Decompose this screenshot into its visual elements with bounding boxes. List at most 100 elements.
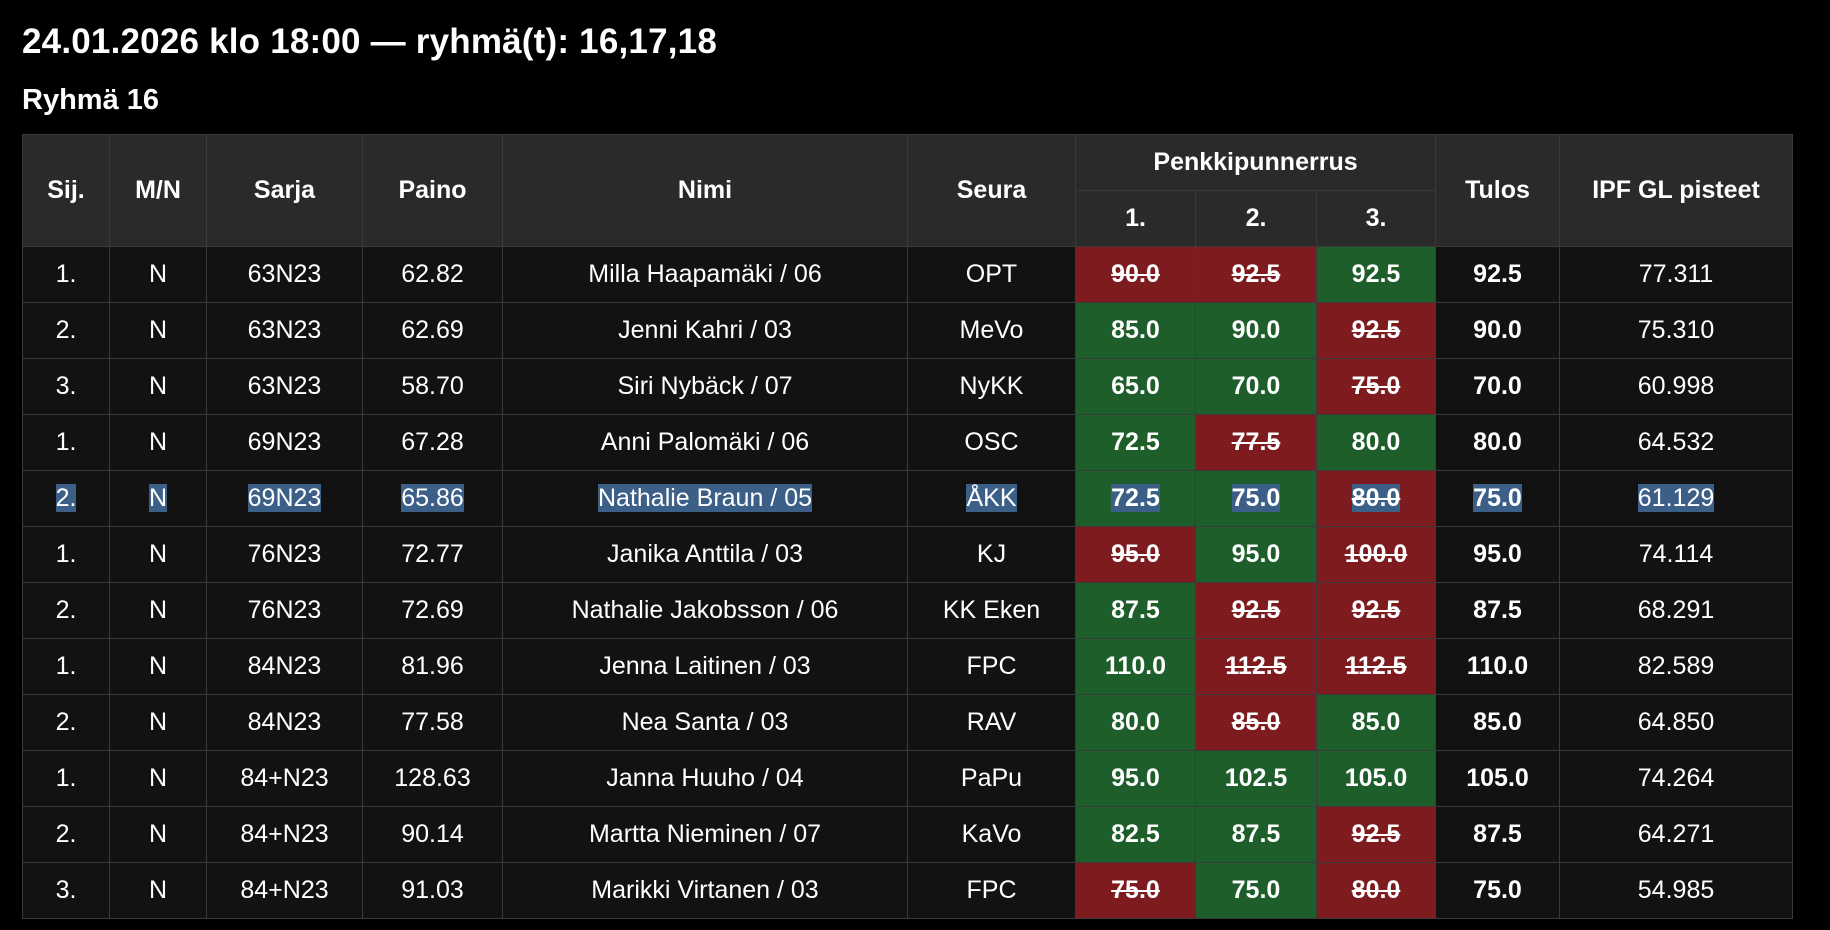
ipf-points-cell-text: 75.310 — [1637, 316, 1715, 344]
rank-cell-text: 2. — [55, 316, 77, 344]
name-cell: Jenni Kahri / 03 — [502, 302, 908, 359]
table-row[interactable]: 1. N 69N23 67.28 Anni Palomäki / 06 OSC 72.5 77… — [22, 414, 1794, 471]
table-row[interactable]: 2. N 63N23 62.69 Jenni Kahri / 03 MeVo 85.0 90.… — [22, 302, 1794, 359]
attempt-3-cell: 92.5 — [1315, 302, 1437, 359]
rank-cell-text: 1. — [55, 540, 77, 568]
header-rank: Sij. — [22, 134, 110, 247]
attempt-2-cell: 90.0 — [1195, 302, 1317, 359]
class-cell-text: 76N23 — [247, 540, 322, 568]
class-cell-text: 84+N23 — [240, 876, 329, 904]
class-cell: 84+N23 — [206, 750, 363, 807]
class-cell: 84N23 — [206, 694, 363, 751]
attempt-2-cell: 85.0 — [1195, 694, 1317, 751]
rank-cell: 2. — [22, 806, 110, 863]
attempt-3-cell-text: 85.0 — [1351, 708, 1401, 736]
table-row[interactable]: 1. N 63N23 62.82 Milla Haapamäki / 06 OPT 90.0… — [22, 246, 1794, 303]
name-cell-text: Jenni Kahri / 03 — [618, 316, 792, 344]
class-cell: 84+N23 — [206, 862, 363, 919]
attempt-2-cell-text: 92.5 — [1231, 260, 1281, 288]
ipf-points-cell: 74.114 — [1559, 526, 1794, 583]
attempt-2-cell-text: 90.0 — [1231, 316, 1281, 344]
attempt-3-cell-text: 80.0 — [1351, 876, 1401, 904]
attempt-2-cell-text: 102.5 — [1224, 764, 1288, 792]
attempt-3-cell: 92.5 — [1315, 806, 1437, 863]
bodyweight-cell: 62.69 — [362, 302, 503, 359]
total-cell: 85.0 — [1435, 694, 1561, 751]
club-cell: FPC — [907, 862, 1076, 919]
attempt-2-cell: 87.5 — [1195, 806, 1317, 863]
attempt-3-cell: 92.5 — [1315, 582, 1437, 639]
name-cell-text: Siri Nybäck / 07 — [617, 372, 793, 400]
table-row[interactable]: 2. N 76N23 72.69 Nathalie Jakobsson / 06 KK E… — [22, 582, 1794, 639]
ipf-points-cell: 77.311 — [1559, 246, 1794, 303]
class-cell-text: 84N23 — [247, 652, 322, 680]
gender-cell-text: N — [148, 484, 168, 512]
rank-cell: 1. — [22, 246, 110, 303]
ipf-points-cell-text: 64.271 — [1637, 820, 1715, 848]
gender-cell: N — [109, 358, 207, 415]
header-club: Seura — [907, 134, 1076, 247]
rank-cell: 1. — [22, 414, 110, 471]
rank-cell-text: 3. — [55, 876, 77, 904]
table-row[interactable]: 2. N 69N23 65.86 Nathalie Braun / 05 ÅKK 72.5 7… — [22, 470, 1794, 527]
attempt-1-cell: 95.0 — [1075, 526, 1196, 583]
ipf-points-cell-text: 61.129 — [1637, 484, 1715, 512]
table-row[interactable]: 3. N 84+N23 91.03 Marikki Virtanen / 03 FPC 75… — [22, 862, 1794, 919]
club-cell-text: NyKK — [959, 372, 1024, 400]
table-row[interactable]: 2. N 84+N23 90.14 Martta Nieminen / 07 KaVo 82… — [22, 806, 1794, 863]
attempt-1-cell: 75.0 — [1075, 862, 1196, 919]
club-cell: KK Eken — [907, 582, 1076, 639]
class-cell: 76N23 — [206, 582, 363, 639]
club-cell: KJ — [907, 526, 1076, 583]
attempt-3-cell: 85.0 — [1315, 694, 1437, 751]
class-cell: 84+N23 — [206, 806, 363, 863]
name-cell: Siri Nybäck / 07 — [502, 358, 908, 415]
total-cell: 87.5 — [1435, 582, 1561, 639]
attempt-1-cell: 87.5 — [1075, 582, 1196, 639]
results-table: Sij. M/N Sarja Paino Nimi Seura Penkkipu… — [22, 134, 1794, 919]
total-cell: 75.0 — [1435, 470, 1561, 527]
total-cell: 95.0 — [1435, 526, 1561, 583]
table-row[interactable]: 1. N 76N23 72.77 Janika Anttila / 03 KJ 95.0 95… — [22, 526, 1794, 583]
gender-cell: N — [109, 806, 207, 863]
table-row[interactable]: 1. N 84N23 81.96 Jenna Laitinen / 03 FPC 110.0… — [22, 638, 1794, 695]
total-cell: 105.0 — [1435, 750, 1561, 807]
class-cell: 63N23 — [206, 358, 363, 415]
total-cell-text: 75.0 — [1473, 484, 1522, 512]
ipf-points-cell-text: 60.998 — [1637, 372, 1715, 400]
attempt-1-cell-text: 95.0 — [1111, 764, 1160, 792]
ipf-points-cell: 68.291 — [1559, 582, 1794, 639]
attempt-1-cell-text: 90.0 — [1111, 260, 1160, 288]
gender-cell: N — [109, 246, 207, 303]
rank-cell-text: 2. — [55, 820, 77, 848]
ipf-points-cell-text: 77.311 — [1638, 260, 1714, 288]
table-row[interactable]: 1. N 84+N23 128.63 Janna Huuho / 04 PaPu 95.0 1… — [22, 750, 1794, 807]
bodyweight-cell: 65.86 — [362, 470, 503, 527]
table-row[interactable]: 3. N 63N23 58.70 Siri Nybäck / 07 NyKK 65.0 70.… — [22, 358, 1794, 415]
total-cell-text: 85.0 — [1473, 708, 1522, 736]
group-title: Ryhmä 16 — [22, 84, 160, 116]
total-cell: 90.0 — [1435, 302, 1561, 359]
attempt-3-cell: 92.5 — [1315, 246, 1437, 303]
total-cell: 80.0 — [1435, 414, 1561, 471]
rank-cell: 2. — [22, 582, 110, 639]
name-cell-text: Marikki Virtanen / 03 — [591, 876, 819, 904]
ipf-points-cell-text: 64.850 — [1637, 708, 1715, 736]
total-cell: 87.5 — [1435, 806, 1561, 863]
attempt-2-cell: 75.0 — [1195, 470, 1317, 527]
attempt-2-cell-text: 85.0 — [1231, 708, 1281, 736]
bodyweight-cell-text: 91.03 — [401, 876, 464, 904]
gender-cell-text: N — [148, 540, 168, 568]
club-cell-text: KaVo — [961, 820, 1022, 848]
bodyweight-cell-text: 72.69 — [401, 596, 464, 624]
class-cell-text: 69N23 — [247, 428, 322, 456]
attempt-3-cell: 112.5 — [1315, 638, 1437, 695]
total-cell: 92.5 — [1435, 246, 1561, 303]
ipf-points-cell: 61.129 — [1559, 470, 1794, 527]
club-cell: RAV — [907, 694, 1076, 751]
attempt-3-cell-text: 92.5 — [1351, 596, 1401, 624]
attempt-2-cell-text: 77.5 — [1231, 428, 1281, 456]
name-cell: Nea Santa / 03 — [502, 694, 908, 751]
table-row[interactable]: 2. N 84N23 77.58 Nea Santa / 03 RAV 80.0 85.0 85… — [22, 694, 1794, 751]
